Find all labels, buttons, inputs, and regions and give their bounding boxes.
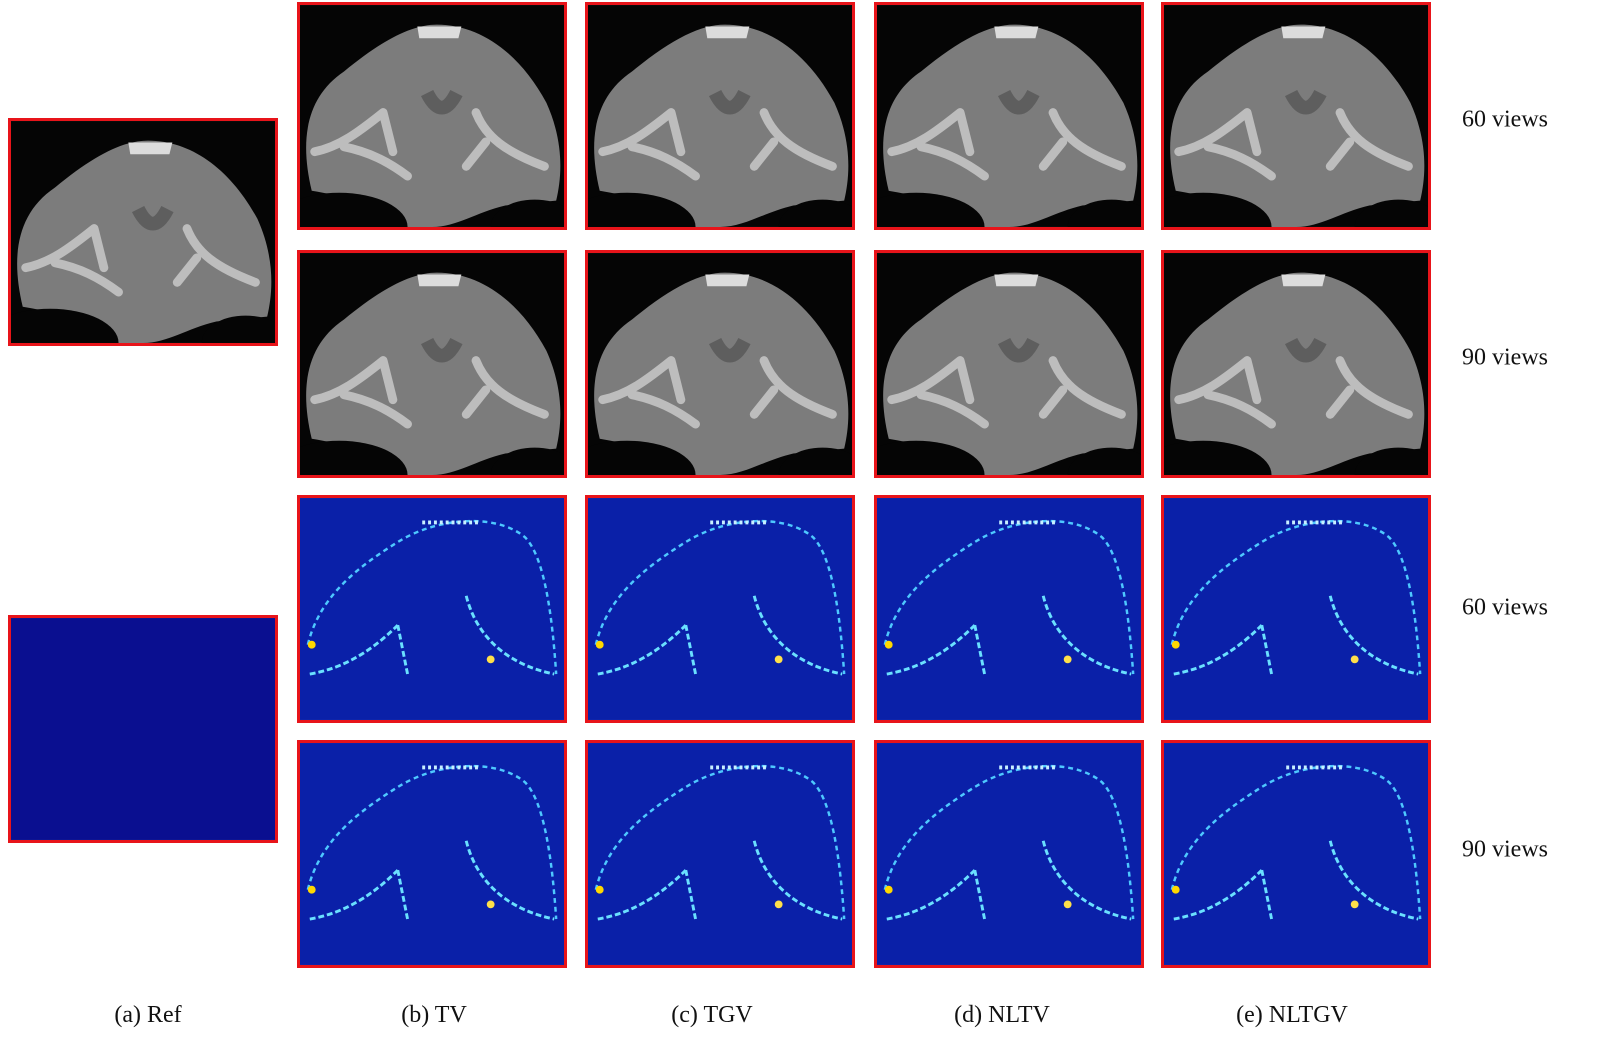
reconstruction-image bbox=[874, 2, 1144, 230]
reconstruction-image bbox=[585, 250, 855, 478]
reconstruction-image bbox=[1161, 250, 1431, 478]
ref-image bbox=[8, 118, 278, 346]
error-map bbox=[1161, 495, 1431, 723]
column-label: (a) Ref bbox=[114, 1002, 182, 1028]
reconstruction-image bbox=[297, 2, 567, 230]
reconstruction-image bbox=[874, 250, 1144, 478]
reconstruction-image bbox=[297, 250, 567, 478]
error-map bbox=[585, 740, 855, 968]
error-map bbox=[874, 740, 1144, 968]
column-label: (d) NLTV bbox=[954, 1002, 1050, 1028]
error-map bbox=[874, 495, 1144, 723]
error-map bbox=[585, 495, 855, 723]
error-map bbox=[1161, 740, 1431, 968]
row-label: 90 views bbox=[1462, 836, 1548, 863]
row-label: 60 views bbox=[1462, 594, 1548, 621]
reconstruction-image bbox=[1161, 2, 1431, 230]
column-label: (b) TV bbox=[401, 1002, 467, 1028]
error-map bbox=[297, 495, 567, 723]
row-label: 90 views bbox=[1462, 344, 1548, 371]
reconstruction-image bbox=[585, 2, 855, 230]
row-label: 60 views bbox=[1462, 106, 1548, 133]
column-label: (e) NLTGV bbox=[1236, 1002, 1348, 1028]
error-map bbox=[297, 740, 567, 968]
column-label: (c) TGV bbox=[671, 1002, 753, 1028]
ref-error-map bbox=[8, 615, 278, 843]
